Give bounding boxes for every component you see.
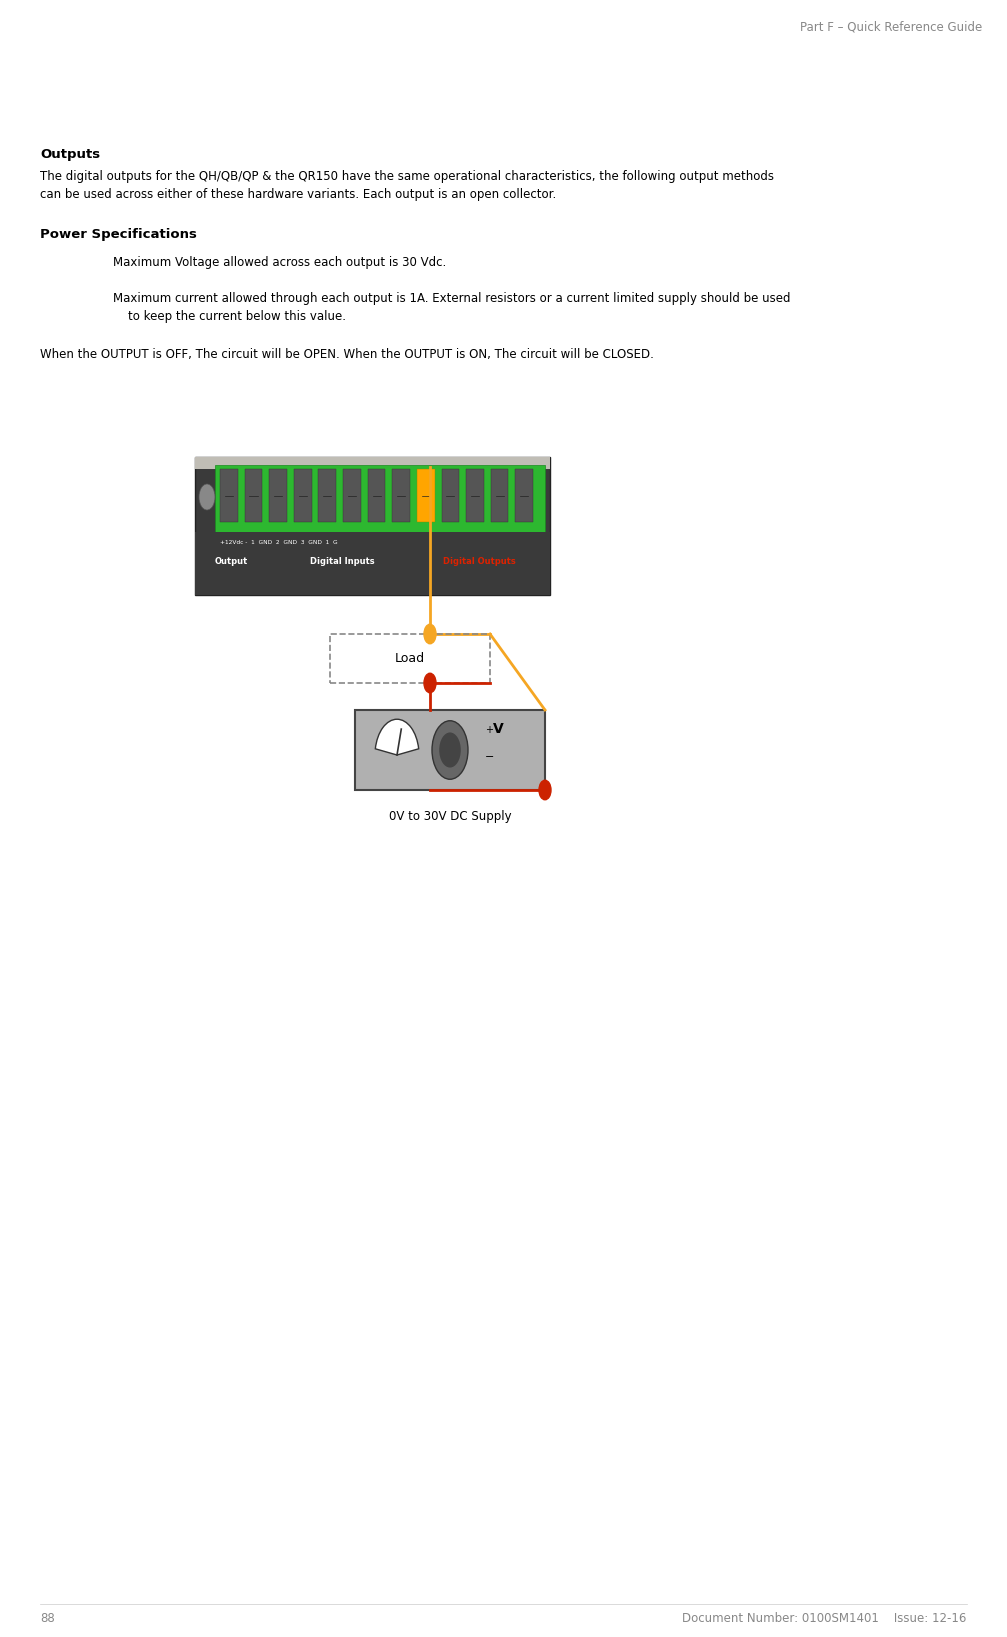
Text: Power Specifications: Power Specifications [40,228,197,241]
Bar [330,634,490,683]
Text: 88: 88 [40,1612,55,1626]
Text: Maximum Voltage allowed across each output is 30 Vdc.: Maximum Voltage allowed across each outp… [113,255,446,268]
Circle shape [199,485,215,511]
Bar [294,468,311,522]
Text: to keep the current below this value.: to keep the current below this value. [113,309,346,322]
Bar [269,468,287,522]
Text: Digital Outputs: Digital Outputs [443,557,516,566]
Circle shape [424,673,436,692]
Text: 0V to 30V DC Supply: 0V to 30V DC Supply [389,810,512,823]
Bar [343,468,361,522]
Text: Output: Output [215,557,249,566]
Bar [215,465,545,532]
Text: +: + [485,725,493,735]
Bar [516,468,533,522]
Bar [441,468,459,522]
Bar [220,468,238,522]
Text: V: V [493,722,504,737]
Bar [245,468,263,522]
Bar [195,532,550,594]
Bar [368,468,386,522]
Text: Outputs: Outputs [40,147,100,160]
Bar [195,457,550,594]
Text: −: − [485,751,494,761]
Bar [490,468,509,522]
Bar [393,468,410,522]
Text: +12Vdc -  1  GND  2  GND  3  GND  1  G: +12Vdc - 1 GND 2 GND 3 GND 1 G [220,540,337,545]
Bar [195,457,550,468]
Circle shape [432,720,468,779]
Bar [417,468,435,522]
Text: The digital outputs for the QH/QB/QP & the QR150 have the same operational chara: The digital outputs for the QH/QB/QP & t… [40,170,774,201]
Bar [466,468,484,522]
Text: Load: Load [395,652,425,665]
Circle shape [539,781,551,800]
Wedge shape [376,719,419,755]
Text: Maximum current allowed through each output is 1A. External resistors or a curre: Maximum current allowed through each out… [113,291,790,304]
Bar [355,710,545,791]
Circle shape [439,732,461,768]
Text: When the OUTPUT is OFF, The circuit will be OPEN. When the OUTPUT is ON, The cir: When the OUTPUT is OFF, The circuit will… [40,349,654,362]
Text: Digital Inputs: Digital Inputs [310,557,375,566]
Text: Document Number: 0100SM1401    Issue: 12-16: Document Number: 0100SM1401 Issue: 12-16 [683,1612,967,1626]
Circle shape [424,624,436,643]
Bar [318,468,336,522]
Text: Part F – Quick Reference Guide: Part F – Quick Reference Guide [800,20,982,33]
